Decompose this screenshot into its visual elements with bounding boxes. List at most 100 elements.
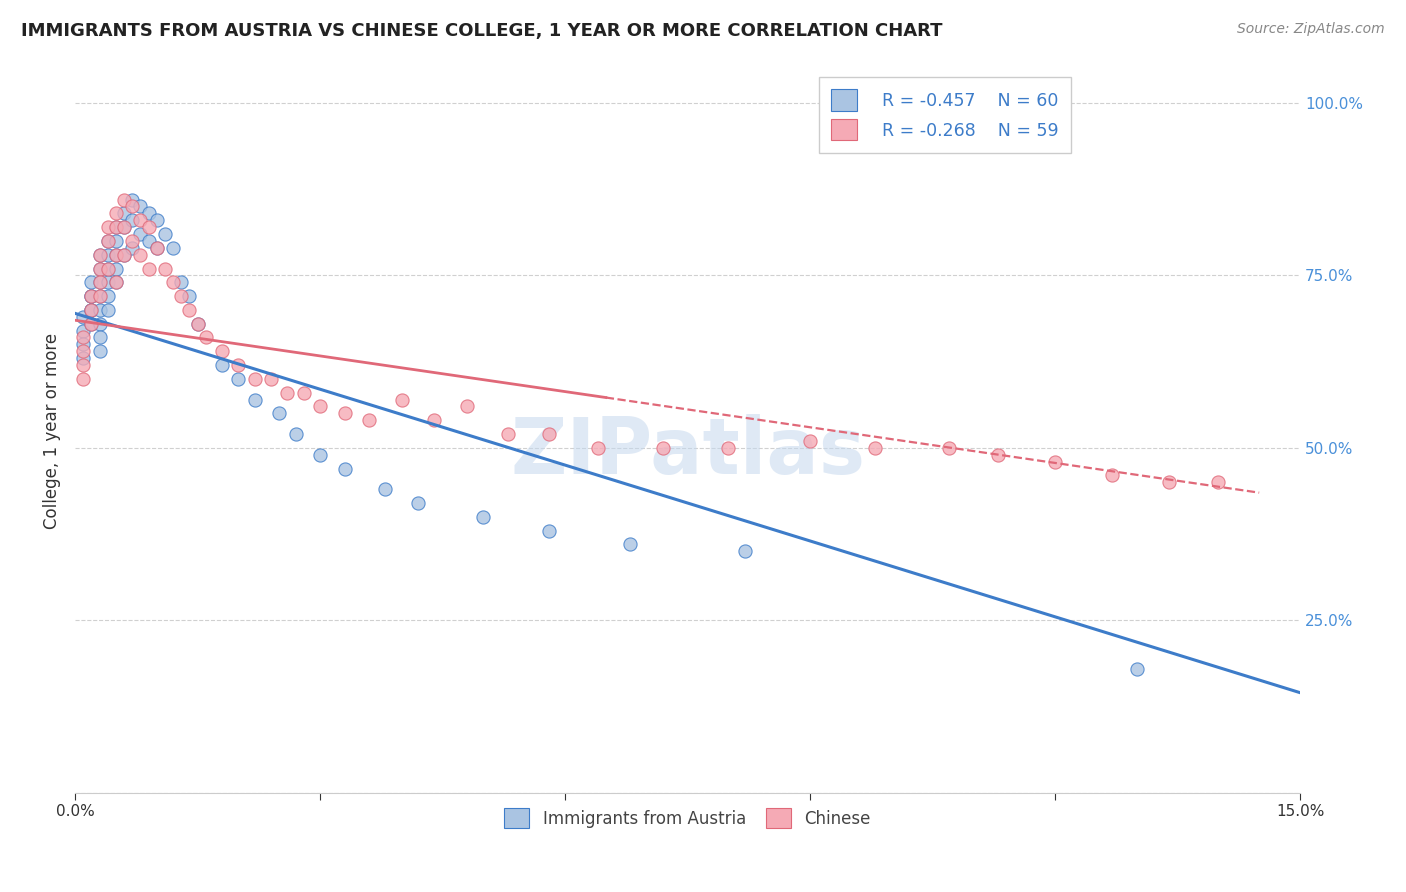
Point: [938, 441, 960, 455]
Point: [652, 441, 675, 455]
Point: [1043, 455, 1066, 469]
Point: [1208, 475, 1230, 490]
Point: [129, 199, 152, 213]
Point: [537, 427, 560, 442]
Point: [112, 220, 135, 235]
Point: [80, 289, 103, 303]
Point: [104, 220, 127, 235]
Point: [496, 427, 519, 442]
Point: [112, 206, 135, 220]
Point: [179, 302, 201, 317]
Point: [284, 427, 307, 442]
Point: [292, 385, 315, 400]
Point: [1101, 468, 1123, 483]
Point: [97, 220, 120, 235]
Point: [145, 241, 167, 255]
Point: [80, 302, 103, 317]
Point: [228, 358, 250, 372]
Point: [1125, 661, 1147, 675]
Point: [269, 406, 291, 420]
Point: [799, 434, 821, 448]
Point: [717, 441, 740, 455]
Point: [586, 441, 609, 455]
Point: [104, 248, 127, 262]
Point: [170, 289, 193, 303]
Point: [104, 261, 127, 276]
Point: [374, 482, 396, 496]
Point: [72, 337, 94, 351]
Point: [80, 289, 103, 303]
Point: [72, 372, 94, 386]
Point: [104, 220, 127, 235]
Point: [104, 275, 127, 289]
Point: [72, 310, 94, 324]
Point: [129, 227, 152, 241]
Point: [129, 213, 152, 227]
Point: [121, 193, 143, 207]
Point: [121, 241, 143, 255]
Point: [423, 413, 446, 427]
Y-axis label: College, 1 year or more: College, 1 year or more: [44, 333, 60, 529]
Point: [89, 275, 111, 289]
Point: [89, 248, 111, 262]
Point: [170, 275, 193, 289]
Point: [537, 524, 560, 538]
Point: [97, 234, 120, 248]
Point: [865, 441, 887, 455]
Point: [333, 461, 356, 475]
Point: [80, 289, 103, 303]
Point: [112, 248, 135, 262]
Point: [138, 234, 160, 248]
Point: [391, 392, 413, 407]
Point: [153, 227, 176, 241]
Point: [89, 248, 111, 262]
Point: [211, 358, 233, 372]
Point: [186, 317, 208, 331]
Point: [138, 206, 160, 220]
Point: [89, 261, 111, 276]
Point: [138, 261, 160, 276]
Point: [97, 234, 120, 248]
Point: [162, 275, 184, 289]
Point: [1159, 475, 1181, 490]
Point: [80, 302, 103, 317]
Point: [80, 317, 103, 331]
Point: [80, 302, 103, 317]
Point: [97, 261, 120, 276]
Point: [619, 537, 641, 551]
Point: [243, 372, 266, 386]
Point: [72, 330, 94, 344]
Point: [112, 220, 135, 235]
Point: [104, 234, 127, 248]
Point: [987, 448, 1010, 462]
Point: [734, 544, 756, 558]
Legend: Immigrants from Austria, Chinese: Immigrants from Austria, Chinese: [498, 801, 877, 835]
Point: [89, 344, 111, 359]
Point: [104, 248, 127, 262]
Point: [121, 199, 143, 213]
Text: IMMIGRANTS FROM AUSTRIA VS CHINESE COLLEGE, 1 YEAR OR MORE CORRELATION CHART: IMMIGRANTS FROM AUSTRIA VS CHINESE COLLE…: [21, 22, 942, 40]
Point: [129, 248, 152, 262]
Point: [97, 275, 120, 289]
Point: [228, 372, 250, 386]
Point: [89, 261, 111, 276]
Point: [179, 289, 201, 303]
Point: [472, 509, 495, 524]
Point: [456, 400, 478, 414]
Point: [72, 358, 94, 372]
Point: [72, 344, 94, 359]
Point: [186, 317, 208, 331]
Text: Source: ZipAtlas.com: Source: ZipAtlas.com: [1237, 22, 1385, 37]
Point: [357, 413, 380, 427]
Point: [80, 317, 103, 331]
Point: [97, 261, 120, 276]
Point: [309, 448, 332, 462]
Point: [72, 324, 94, 338]
Point: [333, 406, 356, 420]
Point: [145, 241, 167, 255]
Point: [243, 392, 266, 407]
Point: [89, 289, 111, 303]
Point: [104, 275, 127, 289]
Point: [194, 330, 217, 344]
Point: [121, 213, 143, 227]
